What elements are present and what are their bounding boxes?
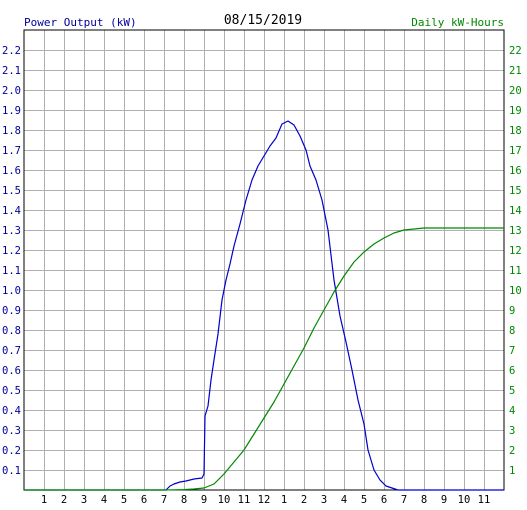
right-tick-label: 19	[509, 105, 522, 117]
left-tick-label: 1.8	[2, 125, 21, 137]
x-tick-label: 6	[381, 494, 387, 506]
x-tick-label: 2	[61, 494, 67, 506]
x-tick-label: 2	[301, 494, 307, 506]
left-tick-label: 1.4	[2, 205, 21, 217]
left-tick-label: 0.3	[2, 425, 21, 437]
x-tick-label: 9	[201, 494, 207, 506]
left-tick-label: 0.9	[2, 305, 21, 317]
right-tick-label: 20	[509, 85, 522, 97]
right-tick-label: 16	[509, 165, 522, 177]
left-tick-label: 1.5	[2, 185, 21, 197]
left-tick-label: 2.0	[2, 85, 21, 97]
x-tick-label: 3	[81, 494, 87, 506]
right-tick-label: 1	[509, 465, 515, 477]
x-tick-label: 3	[321, 494, 327, 506]
x-tick-label: 8	[421, 494, 427, 506]
left-axis-title: Power Output (kW)	[24, 16, 137, 29]
x-tick-label: 4	[101, 494, 107, 506]
x-tick-label: 5	[361, 494, 367, 506]
left-tick-label: 1.7	[2, 145, 21, 157]
right-tick-label: 10	[509, 285, 522, 297]
power-series-line	[24, 120, 504, 491]
right-tick-label: 22	[509, 45, 522, 57]
x-tick-label: 8	[181, 494, 187, 506]
left-tick-label: 2.2	[2, 45, 21, 57]
x-tick-label: 4	[341, 494, 347, 506]
left-tick-label: 1.6	[2, 165, 21, 177]
right-tick-label: 5	[509, 385, 515, 397]
x-tick-label: 7	[401, 494, 407, 506]
x-tick-label: 7	[161, 494, 167, 506]
right-tick-label: 13	[509, 225, 522, 237]
plot-frame	[23, 29, 505, 491]
right-tick-label: 3	[509, 425, 515, 437]
left-tick-label: 0.4	[2, 405, 21, 417]
right-tick-label: 17	[509, 145, 522, 157]
right-tick-label: 9	[509, 305, 515, 317]
x-tick-label: 1	[41, 494, 47, 506]
x-tick-label: 1	[281, 494, 287, 506]
x-tick-label: 10	[218, 494, 231, 506]
x-axis-ticks: 1 2 3 4 5 6 7 8 9 10 11 12 1 2 3 4 5 6 7 8 9 10 11	[41, 494, 490, 506]
left-tick-label: 2.1	[2, 65, 21, 77]
right-tick-label: 21	[509, 65, 522, 77]
right-tick-label: 8	[509, 325, 515, 337]
grid	[24, 30, 504, 490]
energy-series-line	[24, 227, 504, 491]
left-tick-label: 1.3	[2, 225, 21, 237]
right-tick-label: 7	[509, 345, 515, 357]
right-tick-label: 4	[509, 405, 515, 417]
x-tick-label: 10	[458, 494, 471, 506]
right-tick-label: 11	[509, 265, 522, 277]
x-tick-label: 9	[441, 494, 447, 506]
right-tick-label: 12	[509, 245, 522, 257]
left-tick-label: 1.9	[2, 105, 21, 117]
left-tick-label: 0.7	[2, 345, 21, 357]
left-axis-ticks: 0.1 0.2 0.3 0.4 0.5 0.6 0.7 0.8 0.9 1.0 1.1 1.2 1.3 1…	[2, 45, 21, 477]
right-axis-title: Daily kW-Hours	[411, 16, 504, 29]
left-tick-label: 0.1	[2, 465, 21, 477]
right-tick-label: 14	[509, 205, 522, 217]
right-tick-label: 6	[509, 365, 515, 377]
left-tick-label: 0.2	[2, 445, 21, 457]
left-tick-label: 0.6	[2, 365, 21, 377]
right-tick-label: 2	[509, 445, 515, 457]
x-tick-label: 11	[478, 494, 491, 506]
left-tick-label: 1.0	[2, 285, 21, 297]
left-tick-label: 1.2	[2, 245, 21, 257]
chart-title: 08/15/2019	[224, 13, 302, 28]
x-tick-label: 11	[238, 494, 251, 506]
left-tick-label: 0.8	[2, 325, 21, 337]
x-tick-label: 12	[258, 494, 271, 506]
x-tick-label: 6	[141, 494, 147, 506]
right-tick-label: 15	[509, 185, 522, 197]
left-tick-label: 0.5	[2, 385, 21, 397]
right-tick-label: 18	[509, 125, 522, 137]
left-tick-label: 1.1	[2, 265, 21, 277]
series-group	[24, 120, 504, 491]
x-tick-label: 5	[121, 494, 127, 506]
